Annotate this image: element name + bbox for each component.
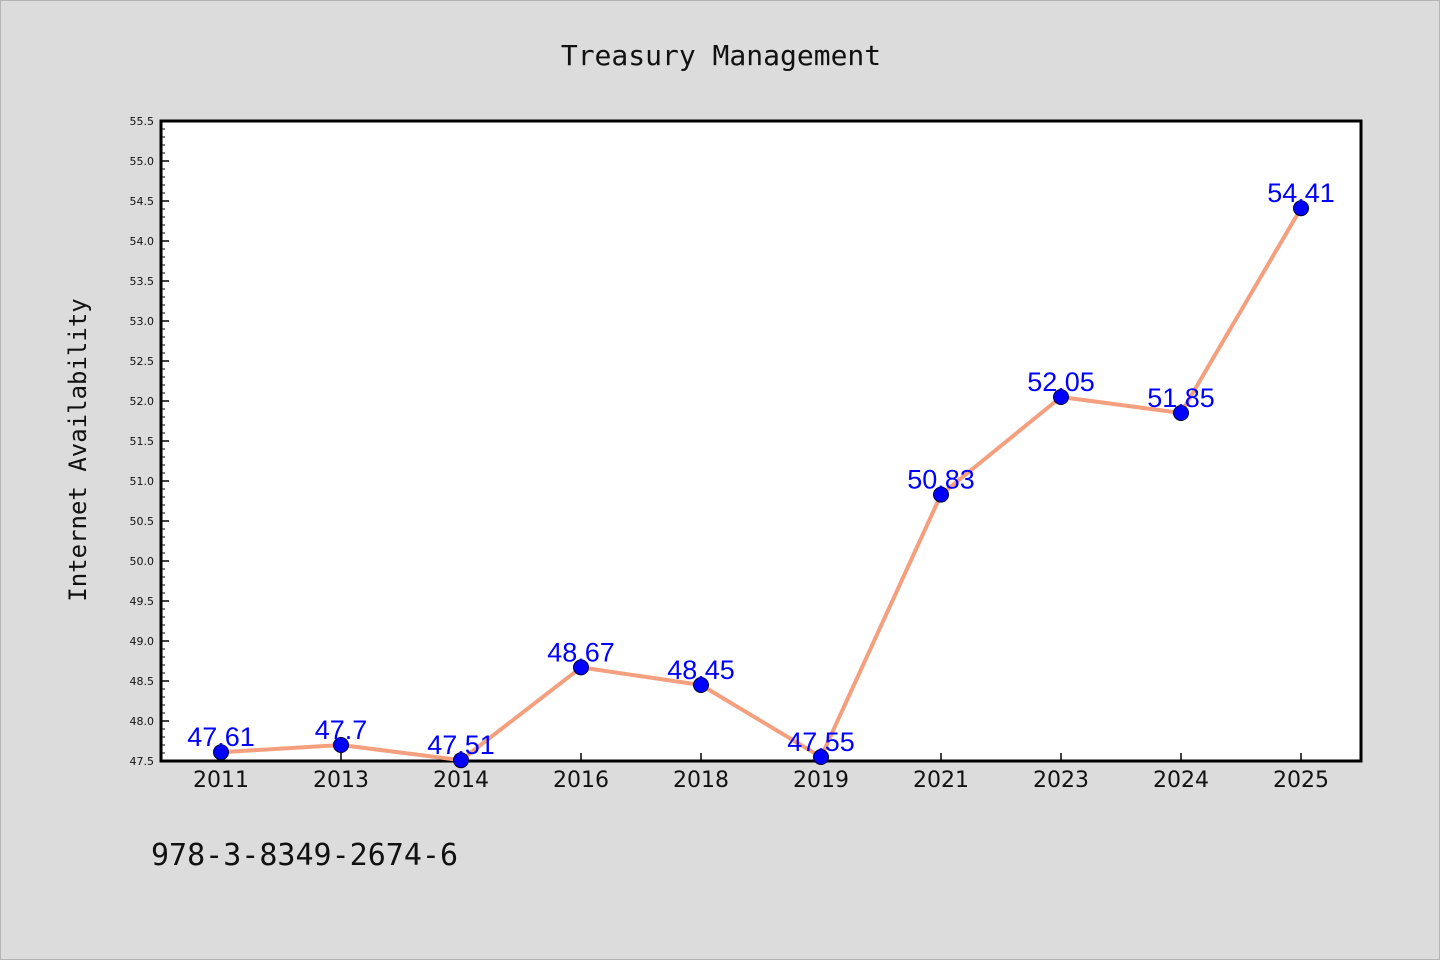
data-label: 52.05 bbox=[1027, 367, 1095, 397]
y-tick-label: 54.5 bbox=[130, 195, 155, 208]
y-tick-label: 49.0 bbox=[130, 635, 155, 648]
x-axis-ticks: 2011 2013 2014 2016 2018 2019 2021 2023 2024 2025 bbox=[193, 753, 1329, 793]
chart-title: Treasury Management bbox=[561, 39, 881, 72]
data-label: 50.83 bbox=[907, 465, 975, 495]
x-tick-label: 2019 bbox=[793, 768, 849, 793]
data-labels-group: 47.61 47.7 47.51 48.67 48.45 47.55 50.83 52.05 5… bbox=[187, 178, 1335, 760]
y-tick-label: 50.0 bbox=[130, 555, 155, 568]
series-line-group bbox=[213, 200, 1309, 769]
plot-area bbox=[159, 119, 1363, 763]
y-axis-ticks: 47.5 48.0 48.5 49.0 49.5 50.0 50.5 51.0 51.5 52.0… bbox=[130, 115, 169, 768]
data-label: 51.85 bbox=[1147, 383, 1215, 413]
isbn-annotation: 978-3-8349-2674-6 bbox=[151, 838, 458, 873]
y-axis-label: Internet Availability bbox=[64, 298, 92, 601]
y-tick-label: 52.0 bbox=[130, 395, 155, 408]
data-point-marker bbox=[693, 677, 709, 693]
data-label: 47.7 bbox=[315, 715, 368, 745]
x-tick-label: 2011 bbox=[193, 768, 249, 793]
y-tick-label: 54.0 bbox=[130, 235, 155, 248]
data-point-marker bbox=[213, 744, 229, 761]
data-label: 48.45 bbox=[667, 655, 735, 685]
data-label: 47.61 bbox=[187, 722, 255, 752]
data-point-marker bbox=[933, 486, 949, 503]
y-tick-label: 52.5 bbox=[130, 355, 155, 368]
data-point-marker bbox=[1293, 200, 1309, 217]
x-tick-label: 2014 bbox=[433, 768, 489, 793]
data-label: 47.55 bbox=[787, 727, 855, 757]
x-tick-label: 2016 bbox=[553, 768, 609, 793]
x-tick-label: 2024 bbox=[1153, 768, 1209, 793]
y-tick-label: 50.5 bbox=[130, 515, 155, 528]
data-label: 54.41 bbox=[1267, 178, 1335, 208]
y-tick-label: 53.0 bbox=[130, 315, 155, 328]
y-tick-label: 48.5 bbox=[130, 675, 155, 688]
data-point-marker bbox=[573, 659, 589, 676]
y-tick-label: 47.5 bbox=[130, 755, 155, 768]
data-label: 47.51 bbox=[427, 730, 495, 760]
y-tick-label: 48.0 bbox=[130, 715, 155, 728]
data-label: 48.67 bbox=[547, 637, 615, 667]
data-point-marker bbox=[333, 737, 349, 753]
x-tick-label: 2018 bbox=[673, 768, 729, 793]
x-tick-label: 2021 bbox=[913, 768, 969, 793]
data-point-marker bbox=[813, 749, 829, 765]
y-tick-label: 55.5 bbox=[130, 115, 155, 128]
y-tick-label: 49.5 bbox=[130, 595, 155, 608]
data-point-marker bbox=[453, 752, 469, 769]
x-tick-label: 2023 bbox=[1033, 768, 1089, 793]
data-point-marker bbox=[1173, 405, 1189, 421]
series-line bbox=[219, 206, 1303, 763]
y-tick-label: 55.0 bbox=[130, 155, 155, 168]
y-tick-label: 51.0 bbox=[130, 475, 155, 488]
data-point-marker bbox=[1053, 389, 1069, 405]
x-tick-label: 2013 bbox=[313, 768, 369, 793]
y-tick-label: 53.5 bbox=[130, 275, 155, 288]
x-tick-label: 2025 bbox=[1273, 768, 1329, 793]
y-tick-label: 51.5 bbox=[130, 435, 155, 448]
